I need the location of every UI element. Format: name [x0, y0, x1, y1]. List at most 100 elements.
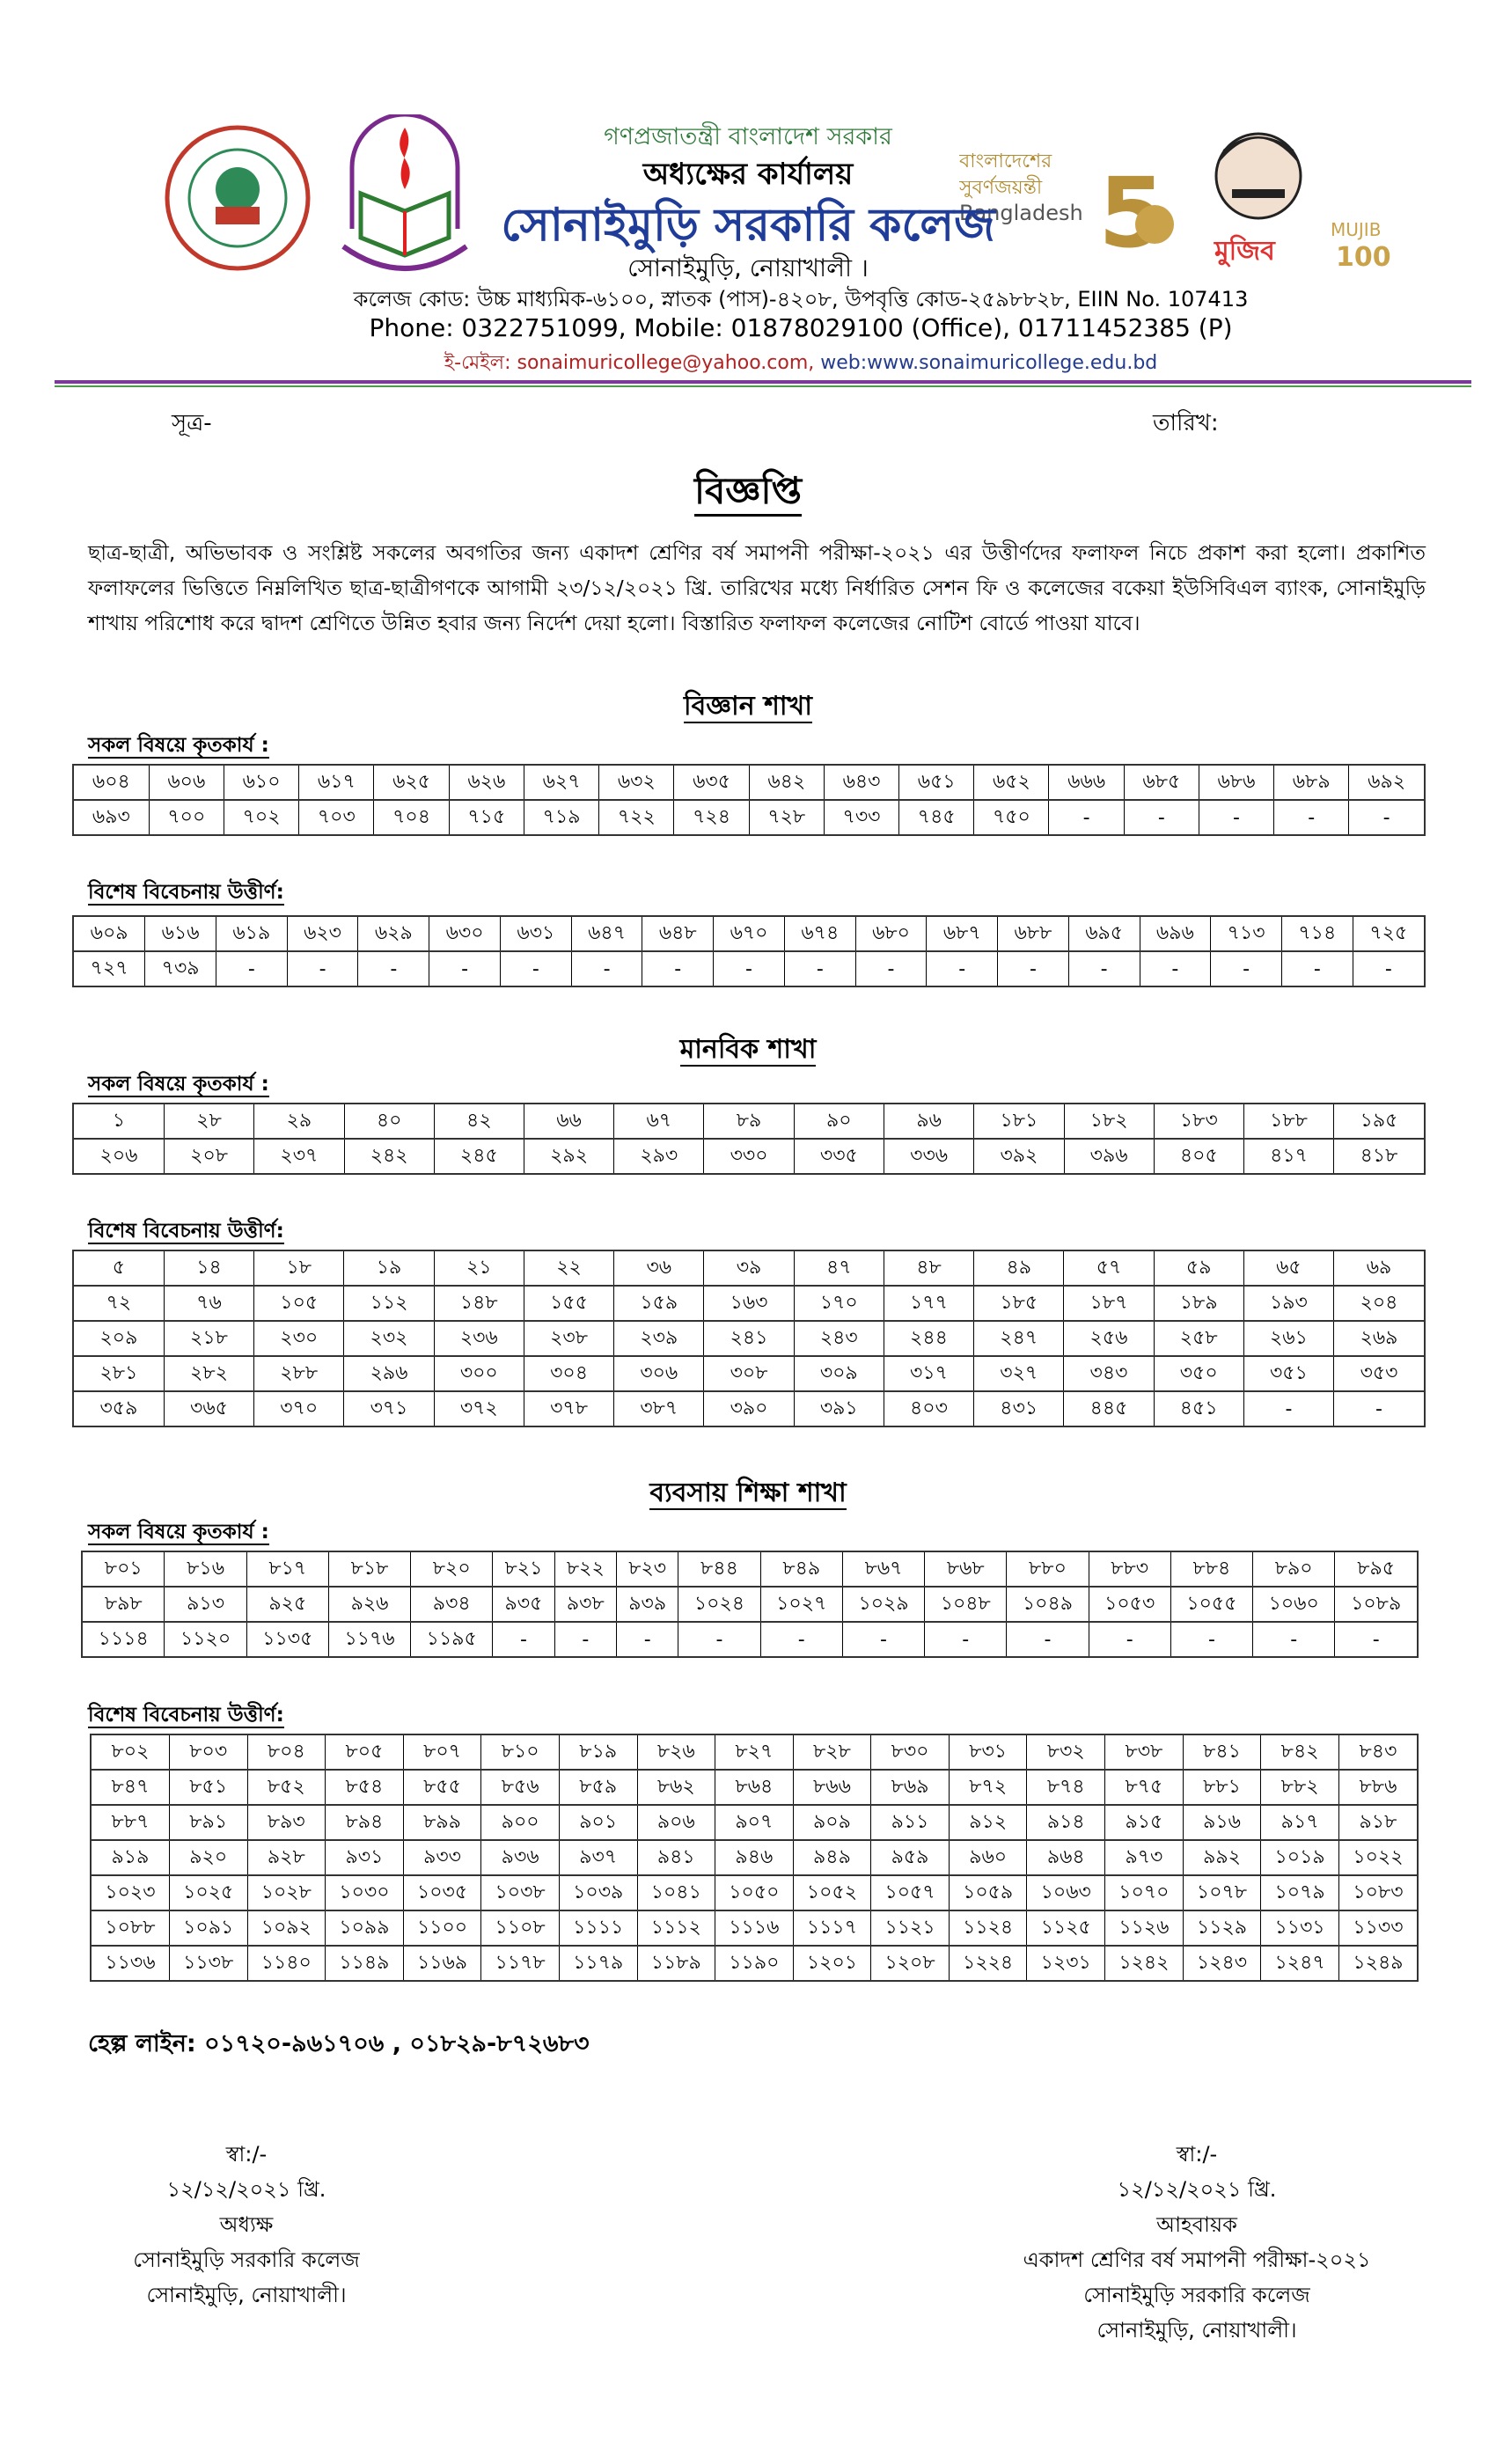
roll-cell: ৬৯৩	[72, 799, 150, 836]
roll-cell: -	[1067, 950, 1140, 987]
roll-cell: ১৪	[163, 1250, 255, 1287]
roll-cell: ১০৭৯	[1260, 1874, 1339, 1911]
roll-cell: ১১৩৫	[246, 1621, 329, 1658]
roll-cell: ১০৩৫	[402, 1874, 482, 1911]
special-label-business-text: বিশেষ বিবেচনায় উত্তীর্ণ:	[88, 1704, 284, 1728]
roll-cell: ১১৯৫	[410, 1621, 494, 1658]
roll-cell: ৪১৮	[1333, 1138, 1426, 1175]
roll-cell: ১১১১	[558, 1910, 638, 1947]
roll-cell: ১২৪৭	[1260, 1945, 1339, 1982]
roll-cell: ৭২৪	[673, 799, 750, 836]
roll-cell: ১৫৫	[523, 1285, 615, 1322]
roll-cell: ১০২৪	[678, 1586, 761, 1623]
roll-cell: ১১৭৯	[558, 1945, 638, 1982]
roll-cell: ৩২৭	[973, 1355, 1065, 1392]
table-row: ৬০৯ ৬১৬ ৬১৯ ৬২৩ ৬২৯ ৬৩০ ৬৩১ ৬৪৭ ৬৪৮ ৬৭০ ৬৭৪ ৬৮০ ৬৮৭ ৬…	[72, 915, 1426, 952]
section-heading-science-text: বিজ্ঞান শাখা	[684, 691, 812, 723]
roll-cell: ৩৭০	[253, 1390, 345, 1427]
roll-cell: ৬৩০	[429, 915, 501, 952]
roll-cell: ৬১৯	[215, 915, 288, 952]
table-row: ২০৬ ২০৮ ২৩৭ ২৪২ ২৪৫ ২৯২ ২৯৩ ৩৩০ ৩৩৫ ৩৩৬ ৩৯২ ৩৯৬ ৪০৫ ৪…	[72, 1138, 1426, 1175]
special-label-business: বিশেষ বিবেচনায় উত্তীর্ণ:	[88, 1698, 284, 1733]
roll-cell: ৭৫০	[973, 799, 1050, 836]
roll-cell: ৪৭	[793, 1250, 884, 1287]
roll-cell: ৯০৯	[792, 1804, 872, 1841]
roll-cell: ৮২৭	[715, 1734, 794, 1771]
roll-cell: ১৬৩	[703, 1285, 795, 1322]
table-row: ১ ২৮ ২৯ ৪০ ৪২ ৬৬ ৬৭ ৮৯ ৯০ ৯৬ ১৮১ ১৮২ ১৮৩ ১৮৮ ১৯৫	[72, 1103, 1426, 1140]
roll-cell: ৩৬	[613, 1250, 705, 1287]
roll-cell: ১০২৭	[759, 1586, 843, 1623]
roll-cell: ৮৮৬	[1338, 1769, 1419, 1806]
roll-cell: ২২	[523, 1250, 615, 1287]
roll-cell: ৯৩৫	[492, 1586, 555, 1623]
roll-cell: ৭৩৩	[823, 799, 900, 836]
roll-cell: ৮৫৯	[558, 1769, 638, 1806]
roll-cell: ৫	[72, 1250, 165, 1287]
roll-cell: -	[713, 950, 785, 987]
roll-cell: ৯১৩	[164, 1586, 247, 1623]
roll-cell: ৩০৮	[703, 1355, 795, 1392]
passed-table-science: ৬০৪ ৬০৬ ৬১০ ৬১৭ ৬২৫ ৬২৬ ৬২৭ ৬৩২ ৬৩৫ ৬৪২ ৬৪৩ ৬৫১ ৬৫২ ৬…	[72, 764, 1426, 836]
roll-cell: ১১০৮	[480, 1910, 560, 1947]
signature-line: সোনাইমুড়ি, নোয়াখালী।	[1096, 2318, 1297, 2343]
logo-golden-jubilee: বাংলাদেশের সুবর্ণজয়ন্তী Bangladesh 5	[959, 150, 1174, 269]
roll-cell: ১০৮৯	[1334, 1586, 1419, 1623]
roll-cell: ১৯	[343, 1250, 435, 1287]
special-table-science: ৬০৯ ৬১৬ ৬১৯ ৬২৩ ৬২৯ ৬৩০ ৬৩১ ৬৪৭ ৬৪৮ ৬৭০ ৬৭৪ ৬৮০ ৬৮৭ ৬…	[72, 915, 1426, 987]
roll-cell: ৭৬	[163, 1285, 255, 1322]
roll-cell: ৮১৯	[558, 1734, 638, 1771]
roll-cell: ৮৩১	[948, 1734, 1028, 1771]
table-row: ৮৪৭ ৮৫১ ৮৫২ ৮৫৪ ৮৫৫ ৮৫৬ ৮৫৯ ৮৬২ ৮৬৪ ৮৬৬ ৮৬৯ ৮৭২ ৮৭৪ ৮…	[90, 1769, 1419, 1806]
table-row: ১১১৪ ১১২০ ১১৩৫ ১১৭৬ ১১৯৫- - - - - - - - - - - -	[81, 1621, 1419, 1658]
roll-cell: ৯২৮	[246, 1839, 326, 1876]
roll-cell: -	[429, 950, 501, 987]
roll-cell: ৮৯৮	[81, 1586, 165, 1623]
roll-cell: ৮৯৫	[1334, 1551, 1419, 1588]
roll-cell: ১০৩০	[325, 1874, 404, 1911]
roll-cell: ৮০২	[90, 1734, 170, 1771]
roll-cell: ১৯৩	[1243, 1285, 1335, 1322]
roll-cell: ৯৬৪	[1026, 1839, 1106, 1876]
roll-cell: ৪১৭	[1243, 1138, 1335, 1175]
email-link[interactable]: ই-মেইল: sonaimuricollege@yahoo.com,	[444, 352, 815, 374]
roll-cell: ৩৭২	[433, 1390, 524, 1427]
roll-cell: -	[841, 1621, 926, 1658]
roll-cell: ২৫৮	[1153, 1320, 1244, 1357]
roll-cell: ৮১০	[480, 1734, 560, 1771]
roll-cell: ৬৮৫	[1123, 764, 1199, 801]
special-table-business: ৮০২ ৮০৩ ৮০৪ ৮০৫ ৮০৭ ৮১০ ৮১৯ ৮২৬ ৮২৭ ৮২৮ ৮৩০ ৮৩১ ৮৩২ ৮…	[90, 1734, 1419, 1982]
roll-cell: ১০৫৭	[870, 1874, 950, 1911]
roll-cell: ৮৬৮	[924, 1551, 1008, 1588]
roll-cell: ৬৭	[613, 1103, 705, 1140]
roll-cell: ১১৭৬	[327, 1621, 412, 1658]
roll-cell: ১০২২	[1338, 1839, 1419, 1876]
roll-cell: ৭২৮	[748, 799, 825, 836]
government-name: গণপ্রজাতন্ত্রী বাংলাদেশ সরকার	[604, 123, 892, 150]
roll-cell: ১১৭৮	[480, 1945, 560, 1982]
roll-cell: ৭০৪	[373, 799, 450, 836]
roll-cell: ৪৯	[973, 1250, 1065, 1287]
roll-cell: ১২৪৩	[1182, 1945, 1262, 1982]
website-link[interactable]: web:www.sonaimuricollege.edu.bd	[814, 352, 1158, 374]
roll-cell: ৩৫৯	[72, 1390, 165, 1427]
section-heading-humanities-text: মানবিক শাখা	[679, 1034, 817, 1067]
roll-cell: ৬১৭	[298, 764, 375, 801]
roll-cell: ৯৩৮	[554, 1586, 617, 1623]
roll-cell: ৬০৪	[72, 764, 150, 801]
roll-cell: ৬৬	[523, 1103, 615, 1140]
roll-cell: ৮৩৮	[1104, 1734, 1184, 1771]
roll-cell: ৮৩২	[1026, 1734, 1106, 1771]
roll-cell: ৯১৪	[1026, 1804, 1106, 1841]
roll-cell: ৩১৭	[883, 1355, 975, 1392]
roll-cell: ৮০৪	[246, 1734, 326, 1771]
roll-cell: -	[1280, 950, 1353, 987]
table-row: ৬০৪ ৬০৬ ৬১০ ৬১৭ ৬২৫ ৬২৬ ৬২৭ ৬৩২ ৬৩৫ ৬৪২ ৬৪৩ ৬৫১ ৬৫২ ৬…	[72, 764, 1426, 801]
roll-cell: ১০৮৩	[1338, 1874, 1419, 1911]
table-row: ৭২৭ ৭৩৯- - - - - - - - - - - - - - - - -	[72, 950, 1426, 987]
roll-cell: ১২০৮	[870, 1945, 950, 1982]
roll-cell: ৮৬৯	[870, 1769, 950, 1806]
passed-label-humanities: সকল বিষয়ে কৃতকার্য :	[88, 1067, 269, 1102]
roll-cell: ৮০৩	[168, 1734, 248, 1771]
roll-cell: ২৮১	[72, 1355, 165, 1392]
